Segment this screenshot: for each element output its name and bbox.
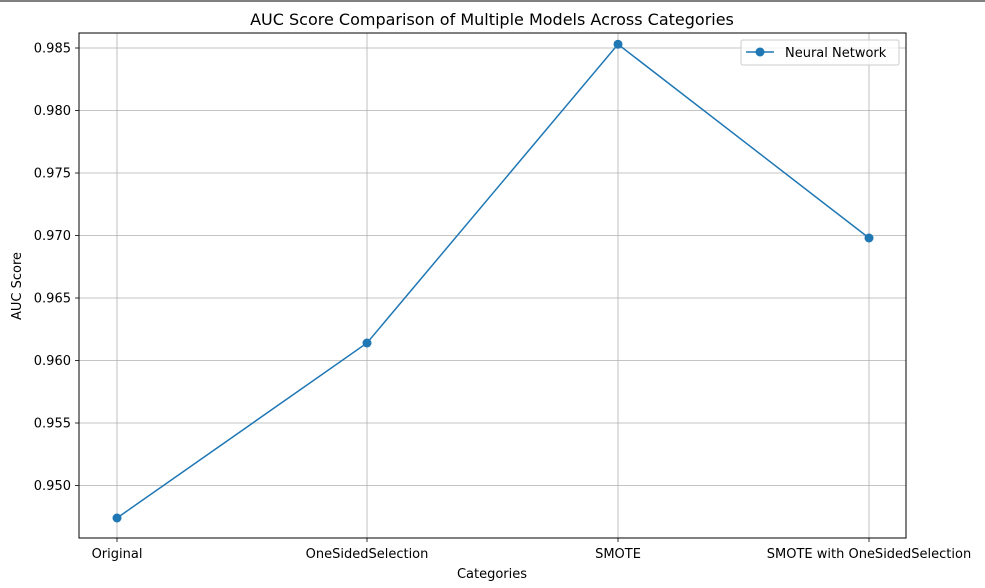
y-tick-label: 0.970	[34, 229, 71, 244]
data-point	[112, 513, 122, 523]
x-tick-label: SMOTE with OneSidedSelection	[767, 547, 971, 562]
data-point	[864, 233, 874, 243]
grid-layer	[79, 33, 906, 538]
data-point	[613, 39, 623, 49]
y-tick-label: 0.975	[34, 167, 71, 182]
y-tick-label: 0.960	[34, 354, 71, 369]
y-tick-label: 0.965	[34, 292, 71, 307]
data-point	[362, 338, 372, 348]
x-tick-label: SMOTE	[595, 547, 641, 562]
x-tick-label: OneSidedSelection	[306, 547, 429, 562]
legend-box	[740, 39, 900, 66]
legend-label: Neural Network	[785, 46, 887, 61]
y-tick-label: 0.980	[34, 104, 71, 119]
y-tick-label: 0.955	[34, 417, 71, 432]
plot-frame	[78, 32, 907, 539]
y-axis-title: AUC Score	[10, 252, 25, 320]
x-tick-layer: Original OneSidedSelection SMOTE SMOTE with…	[92, 538, 971, 562]
y-tick-label: 0.985	[34, 42, 71, 57]
y-tick-layer: 0.950 0.955 0.960 0.965 0.970 0.975 0.980 0.985	[34, 42, 79, 494]
series-layer	[112, 39, 874, 523]
legend-marker-swatch	[755, 47, 765, 57]
x-axis-title: Categories	[457, 567, 527, 582]
chart-title: AUC Score Comparison of Multiple Models …	[250, 10, 734, 29]
x-tick-label: Original	[92, 547, 143, 562]
legend: Neural Network	[740, 39, 900, 66]
series-line	[116, 43, 870, 519]
y-tick-label: 0.950	[34, 479, 71, 494]
